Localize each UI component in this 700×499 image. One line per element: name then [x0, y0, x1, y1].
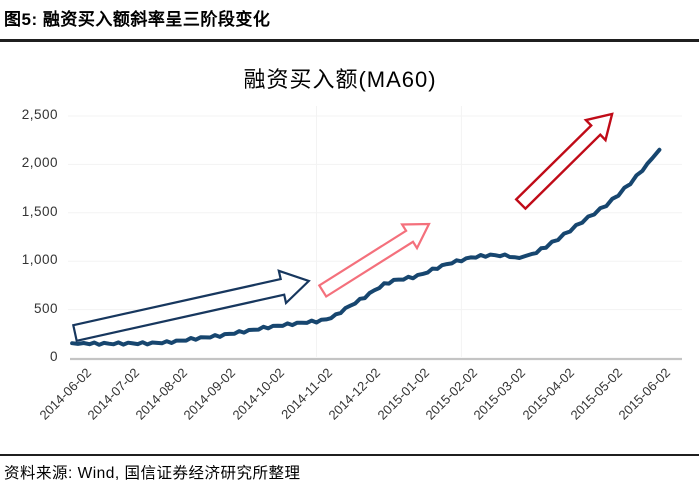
stage-3-steep-slope-arrow: [514, 112, 614, 211]
x-axis-tick-label: 2014-10-02: [229, 365, 287, 423]
chart-title: 融资买入额(MA60): [243, 67, 437, 92]
y-axis-tick-label: 2,000: [21, 155, 58, 171]
x-axis-tick-label: 2015-03-02: [470, 365, 529, 423]
caption-divider: [0, 39, 699, 42]
y-axis-tick-label: 1,500: [21, 203, 58, 219]
series-line-ma60: [70, 147, 662, 347]
y-axis-tick-label: 500: [33, 300, 58, 316]
figure-caption: 图5: 融资买入额斜率呈三阶段变化: [4, 10, 271, 29]
x-axis-tick-label: 2014-09-02: [180, 365, 239, 423]
footer-divider: [0, 454, 699, 456]
x-axis-tick-label: 2014-06-02: [35, 365, 94, 423]
stage-2-medium-slope-arrow: [317, 222, 431, 299]
y-axis-tick-label: 2,500: [21, 107, 58, 122]
x-axis-tick-label: 2015-06-02: [615, 365, 674, 423]
stage-1-shallow-slope-arrow: [71, 269, 311, 343]
x-axis-tick-label: 2015-04-02: [518, 365, 577, 423]
x-axis-tick-label: 2015-01-02: [374, 365, 432, 423]
y-axis-tick-label: 1,000: [21, 252, 58, 268]
y-axis-tick-label: 0: [49, 349, 58, 364]
x-axis-tick-label: 2014-12-02: [325, 365, 384, 423]
source-note: 资料来源: Wind, 国信证券经济研究所整理: [4, 465, 301, 482]
